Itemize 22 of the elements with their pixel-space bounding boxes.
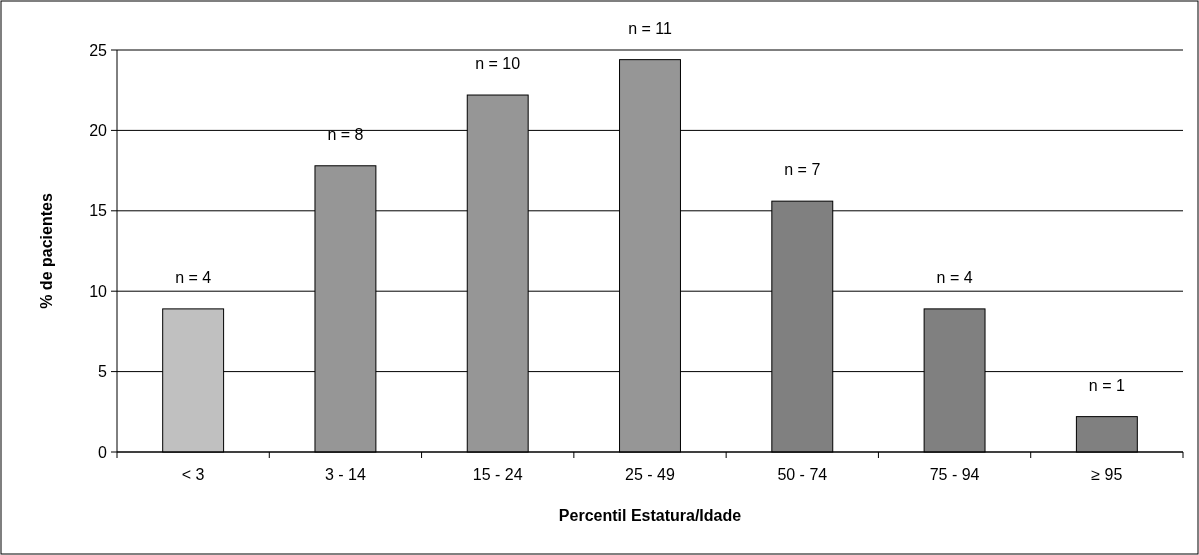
y-tick-label: 10 <box>89 282 108 300</box>
annotation: n = 1 <box>1088 376 1125 394</box>
annotation: n = 4 <box>175 268 212 286</box>
x-tick-label: 25 - 49 <box>625 466 676 483</box>
x-tick-label: < 3 <box>181 466 205 483</box>
annotation: n = 8 <box>327 125 364 143</box>
annotation: n = 4 <box>936 268 973 286</box>
x-tick-label: ≥ 95 <box>1091 466 1123 483</box>
y-tick-label: 15 <box>89 202 108 220</box>
x-tick-label: 15 - 24 <box>472 466 523 483</box>
x-tick-label: 3 - 14 <box>324 466 366 483</box>
y-tick-label: 5 <box>98 363 108 381</box>
annotation: n = 10 <box>475 55 521 73</box>
annotation: n = 11 <box>628 19 672 37</box>
x-tick-label: 50 - 74 <box>777 466 828 483</box>
y-tick-label: 25 <box>89 41 108 59</box>
y-tick-label: 20 <box>89 122 108 139</box>
x-tick-label: 75 - 94 <box>929 466 980 483</box>
annotation: n = 7 <box>784 161 821 179</box>
x-axis-title: Percentil Estatura/Idade <box>558 507 742 524</box>
y-axis-title: % de pacientes <box>38 193 55 309</box>
y-tick-label: 0 <box>98 443 108 461</box>
